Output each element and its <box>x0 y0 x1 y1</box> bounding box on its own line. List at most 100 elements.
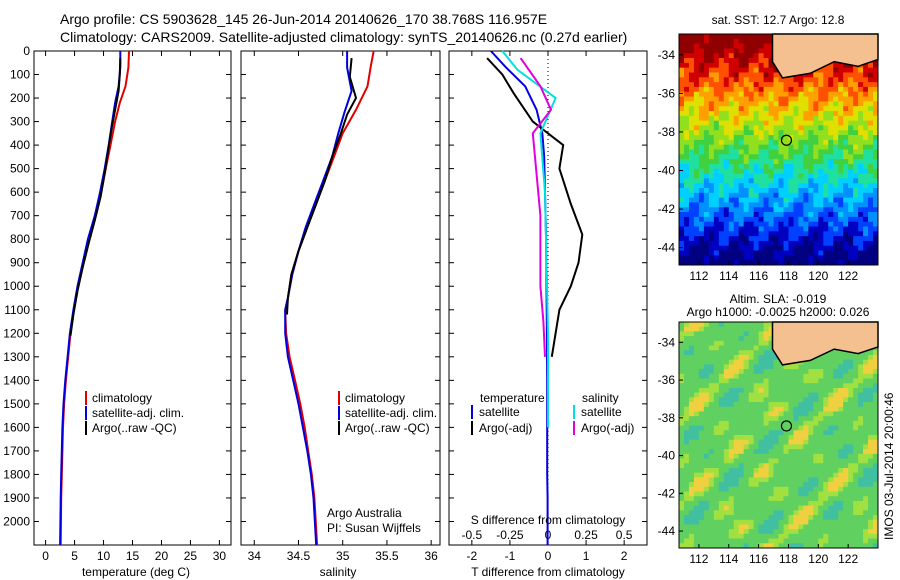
map-cell <box>858 505 864 511</box>
map-cell <box>828 543 834 549</box>
map-cell <box>758 444 764 450</box>
map-cell <box>708 529 715 535</box>
map-cell <box>713 482 720 488</box>
map-cell <box>758 397 764 403</box>
map-cell <box>743 62 750 69</box>
map-cell <box>708 515 715 521</box>
map-cell <box>823 383 829 389</box>
map-cell <box>693 538 700 544</box>
map-cell <box>728 458 735 464</box>
map-cell <box>853 240 859 247</box>
map-cell <box>753 168 760 174</box>
map-cell <box>818 260 824 266</box>
map-cell <box>838 163 844 170</box>
map-cell <box>788 178 794 184</box>
map-cell <box>703 106 710 112</box>
map-cell <box>758 202 764 208</box>
map-cell <box>703 505 710 511</box>
map-cell <box>848 159 854 165</box>
map-cell <box>838 139 844 146</box>
map-cell <box>679 345 685 351</box>
map-cell <box>733 216 740 223</box>
map-cell <box>843 245 849 251</box>
map-cell <box>708 135 715 141</box>
map-cell <box>868 139 874 146</box>
map-cell <box>758 538 764 544</box>
map-cell <box>828 91 834 97</box>
map-cell <box>813 173 819 179</box>
map-cell <box>813 463 819 469</box>
map-cell <box>833 392 839 398</box>
map-cell <box>698 477 705 483</box>
map-cell <box>798 260 804 266</box>
map-cell <box>753 505 760 511</box>
map-cell <box>808 383 814 389</box>
map-cell <box>688 173 695 179</box>
map-cell <box>683 192 690 199</box>
map-cell <box>818 192 824 199</box>
map-cell <box>828 500 834 507</box>
map-cell <box>763 439 769 445</box>
map-cell <box>828 425 834 431</box>
map-cell <box>778 236 784 242</box>
map-cell <box>788 101 794 107</box>
map-cell <box>858 197 864 203</box>
map-cell <box>863 221 869 227</box>
map-cell <box>773 91 779 97</box>
map-cell <box>873 159 879 165</box>
map-cell <box>848 439 854 445</box>
map-cell <box>753 387 760 394</box>
map-cell <box>818 519 824 525</box>
map-cell <box>818 416 824 422</box>
map-cell <box>803 111 809 117</box>
map-cell <box>703 216 710 223</box>
map-cell <box>763 444 769 450</box>
map-cell <box>868 420 874 426</box>
map-cell <box>703 519 710 525</box>
map-cell <box>853 411 859 417</box>
map-cell <box>833 188 839 194</box>
map-cell <box>873 420 879 426</box>
map-cell <box>858 168 864 174</box>
map-cell <box>713 439 720 445</box>
map-cell <box>753 48 760 54</box>
map-cell <box>778 496 784 502</box>
map-cell <box>743 250 750 256</box>
map-cell <box>768 373 774 379</box>
map-cell <box>743 212 750 218</box>
map-cell <box>853 538 859 544</box>
map-cell <box>693 373 700 379</box>
map-cell <box>843 178 849 184</box>
map-cell <box>723 402 730 408</box>
map-cell <box>683 331 690 337</box>
map-cell <box>713 467 720 474</box>
map-cell <box>748 212 755 218</box>
map-cell <box>868 250 874 256</box>
map-cell <box>813 72 819 78</box>
imos-timestamp: IMOS 03-Jul-2014 20:00:46 <box>882 392 896 540</box>
map-cell <box>868 472 874 478</box>
map-cell <box>778 240 784 247</box>
map-cell <box>838 411 844 417</box>
map-cell <box>753 197 760 203</box>
map-cell <box>693 472 700 478</box>
map-cell <box>873 453 879 459</box>
map-cell <box>728 435 735 441</box>
map-cell <box>853 226 859 232</box>
map-cell <box>723 96 730 102</box>
map-cell <box>818 86 824 93</box>
map-cell <box>679 96 685 102</box>
map-x-tick-label: 112 <box>689 552 708 566</box>
map-cell <box>803 378 809 384</box>
map-cell <box>858 188 864 194</box>
map-cell <box>873 96 879 102</box>
map-cell <box>683 397 690 403</box>
map-cell <box>853 168 859 174</box>
map-cell <box>823 168 829 174</box>
map-cell <box>853 82 859 88</box>
map-cell <box>683 402 690 408</box>
map-cell <box>713 519 720 525</box>
map-cell <box>833 515 839 521</box>
map-cell <box>679 149 685 155</box>
map-cell <box>718 322 725 328</box>
